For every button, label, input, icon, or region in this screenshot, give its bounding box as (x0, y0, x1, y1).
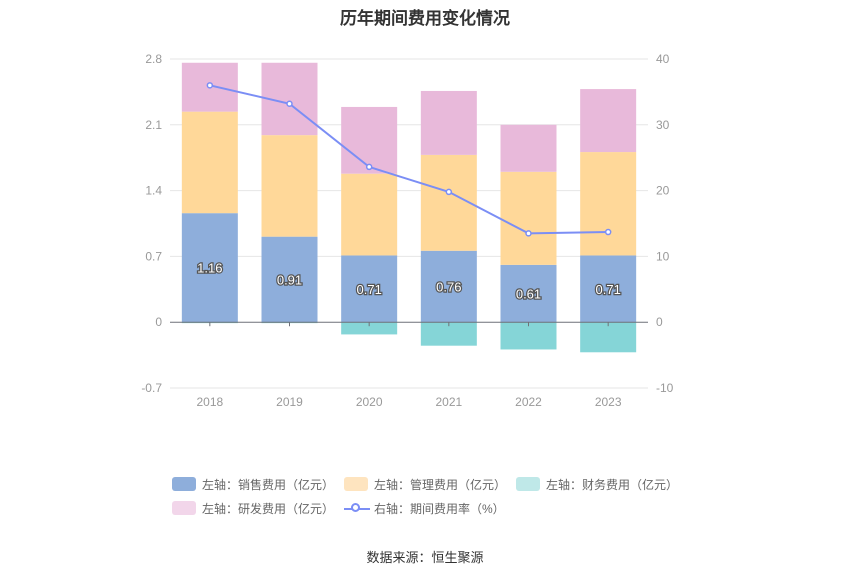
left-axis-tick-label: 0 (155, 315, 162, 329)
right-axis-tick-label: -10 (656, 381, 674, 395)
x-axis-tick-label: 2021 (435, 395, 462, 409)
x-axis-tick-label: 2018 (196, 395, 223, 409)
bar-segment-2019-1 (261, 135, 318, 237)
expense-rate-point (206, 82, 214, 89)
bar-data-label: 0.61 (516, 287, 541, 302)
legend-swatch-rd (172, 501, 196, 515)
legend-label-rd: 左轴：研发费用（亿元） (202, 501, 335, 516)
left-axis-tick-label: 2.1 (145, 118, 162, 132)
bar-segment-2023-1 (580, 152, 637, 256)
right-axis-tick-label: 30 (656, 118, 670, 132)
bar-segment-2021-0 (420, 250, 477, 323)
bar-data-label: 0.71 (357, 282, 382, 297)
legend-label-rate: 右轴：期间费用率（%） (374, 501, 505, 516)
chart-title: 历年期间费用变化情况 (340, 9, 510, 28)
left-axis-tick-label: 1.4 (145, 184, 162, 198)
bar-segment-2021-3 (420, 90, 477, 155)
bar-data-label: 0.91 (277, 272, 302, 287)
bar-segment-2018-0 (181, 213, 238, 323)
legend-item-admin[interactable]: 左轴：管理费用（亿元） (344, 476, 516, 493)
bar-segment-2018-1 (181, 111, 238, 214)
expense-rate-point (525, 230, 532, 237)
bar-segment-2023-0 (580, 255, 637, 323)
x-axis-tick-label: 2023 (595, 395, 622, 409)
bar-data-label: 1.16 (197, 261, 222, 276)
bar-segment-2021-1 (420, 154, 477, 251)
right-axis-tick-label: 10 (656, 249, 670, 263)
bar-segment-2019-0 (261, 236, 318, 323)
legend: 左轴：销售费用（亿元） 左轴：管理费用（亿元） 左轴：财务费用（亿元） 左轴：研… (172, 472, 692, 520)
chart-canvas: -0.7 0 0.7 1.4 2.1 2.8 -10 0 10 20 30 40 1.16 2018 0.9… (141, 52, 674, 409)
x-axis-tick-label: 2022 (515, 395, 542, 409)
legend-label-admin: 左轴：管理费用（亿元） (374, 477, 507, 492)
bar-data-label: 0.71 (596, 282, 621, 297)
legend-line-swatch-rate (344, 501, 370, 515)
legend-swatch-finance (516, 477, 540, 491)
left-axis-tick-label: 0.7 (145, 249, 162, 263)
expense-rate-line (209, 84, 609, 235)
bar-segment-2023-3 (580, 89, 637, 153)
bar-segment-2022-0 (500, 264, 557, 323)
expense-rate-point (604, 228, 612, 236)
bar-segment-2022-2 (500, 322, 557, 350)
legend-swatch-admin (344, 477, 368, 491)
data-source: 数据来源：恒生聚源 (366, 550, 484, 565)
bar-data-label: 0.76 (436, 279, 461, 294)
expense-rate-point (445, 188, 453, 196)
x-axis-tick-label: 2020 (356, 395, 383, 409)
legend-label-sales: 左轴：销售费用（亿元） (202, 477, 335, 492)
expense-rate-point (365, 163, 373, 171)
legend-item-sales[interactable]: 左轴：销售费用（亿元） (172, 476, 344, 493)
bar-segment-2021-2 (420, 322, 477, 346)
bar-segment-2023-2 (580, 322, 637, 353)
bar-segment-2020-3 (341, 106, 398, 174)
left-axis-tick-label: 2.8 (145, 52, 162, 66)
bar-segment-2022-1 (500, 171, 557, 265)
legend-item-expense-rate[interactable]: 右轴：期间费用率（%） (344, 500, 516, 517)
legend-swatch-sales (172, 477, 196, 491)
legend-item-rd[interactable]: 左轴：研发费用（亿元） (172, 500, 344, 517)
left-axis-tick-label: -0.7 (141, 381, 162, 395)
expense-rate-point (286, 100, 293, 107)
bar-segment-2022-3 (500, 124, 557, 172)
bar-segment-2020-0 (341, 255, 398, 323)
x-axis-tick-label: 2019 (276, 395, 303, 409)
bar-segment-2020-1 (341, 173, 398, 256)
legend-label-finance: 左轴：财务费用（亿元） (546, 477, 679, 492)
bar-segment-2020-2 (341, 322, 398, 335)
legend-item-finance[interactable]: 左轴：财务费用（亿元） (516, 476, 688, 493)
right-axis-tick-label: 0 (656, 315, 663, 329)
right-axis-tick-label: 20 (656, 184, 670, 198)
right-axis-tick-label: 40 (656, 52, 670, 66)
